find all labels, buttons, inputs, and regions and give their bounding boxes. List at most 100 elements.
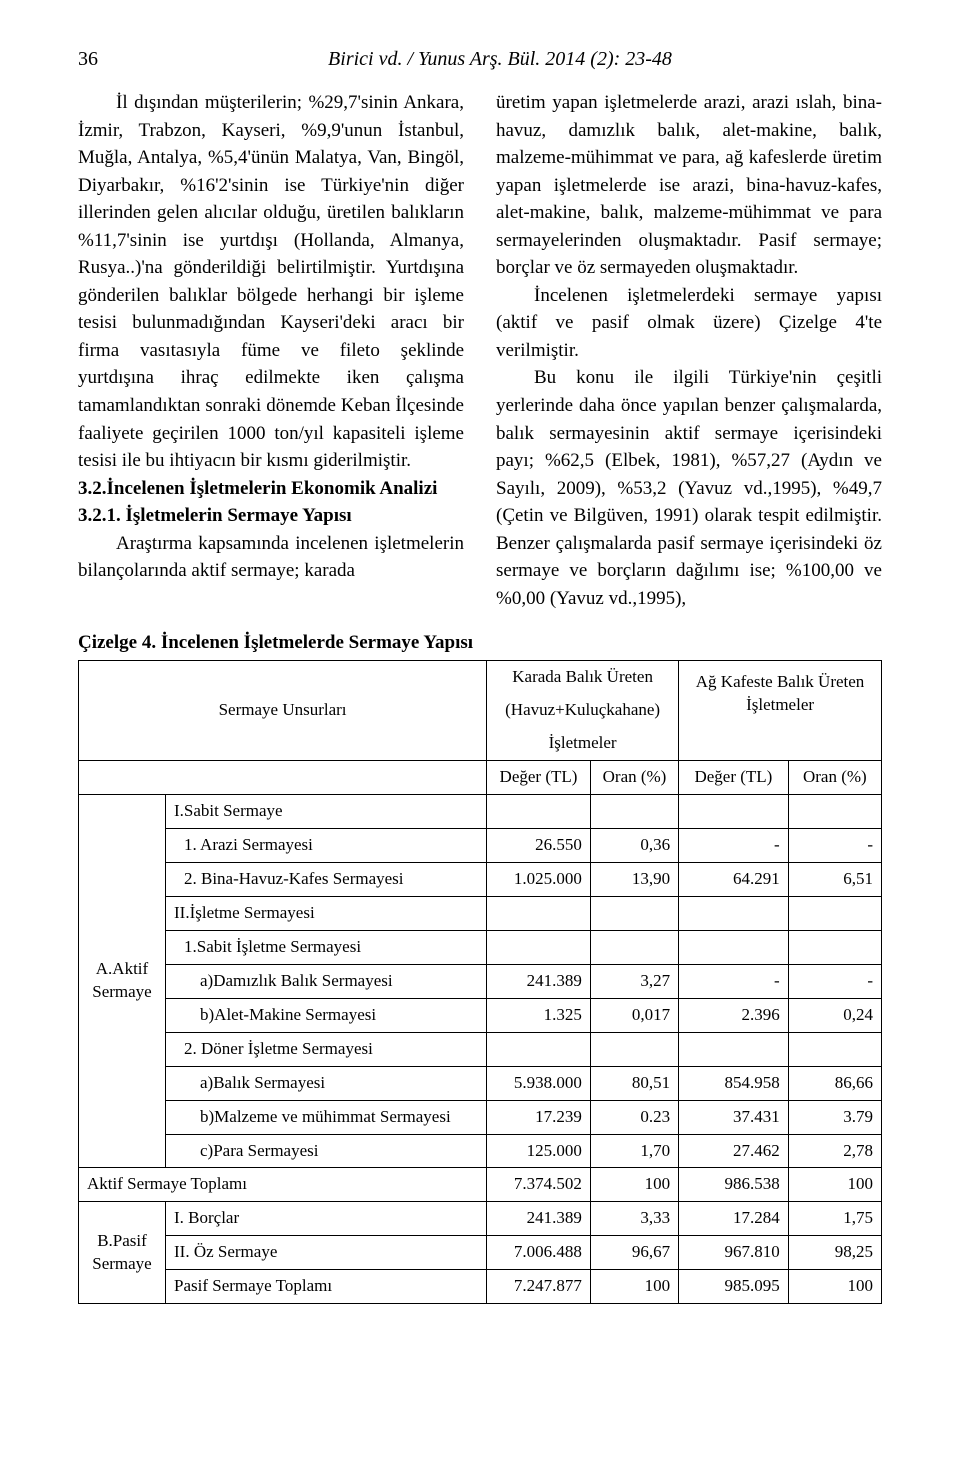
table-cell bbox=[788, 1032, 881, 1066]
table-cell bbox=[590, 896, 678, 930]
table-head: Sermaye Unsurları Karada Balık Üreten Ağ… bbox=[79, 661, 882, 795]
table-cell: b)Alet-Makine Sermayesi bbox=[166, 998, 487, 1032]
table-cell: 0,24 bbox=[788, 998, 881, 1032]
side-label-pasif: B.PasifSermaye bbox=[79, 1202, 166, 1304]
th-group2-spacer bbox=[679, 727, 882, 760]
table-row: B.PasifSermayeI. Borçlar241.3893,3317.28… bbox=[79, 1202, 882, 1236]
table-cell: 2. Bina-Havuz-Kafes Sermayesi bbox=[166, 863, 487, 897]
table-cell bbox=[487, 896, 591, 930]
th-group2-line1: Ağ Kafeste Balık Üreten bbox=[696, 672, 865, 691]
table-cell: 98,25 bbox=[788, 1236, 881, 1270]
table-cell: 3,33 bbox=[590, 1202, 678, 1236]
table-caption: Çizelge 4. İncelenen İşletmelerde Sermay… bbox=[78, 632, 882, 654]
table-cell: 0,36 bbox=[590, 829, 678, 863]
th-group1-mid: (Havuz+Kuluçkahane) bbox=[487, 694, 679, 727]
right-p3: Bu konu ile ilgili Türkiye'nin çeşitli y… bbox=[496, 364, 882, 612]
table-cell: 0,017 bbox=[590, 998, 678, 1032]
table-cell bbox=[788, 795, 881, 829]
table-cell: 6,51 bbox=[788, 863, 881, 897]
table-cell bbox=[590, 1032, 678, 1066]
table-cell: 7.374.502 bbox=[487, 1168, 591, 1202]
table-cell: 1.Sabit İşletme Sermayesi bbox=[166, 930, 487, 964]
table-cell: 125.000 bbox=[487, 1134, 591, 1168]
table-cell: 241.389 bbox=[487, 964, 591, 998]
th-group1-top: Karada Balık Üreten bbox=[487, 661, 679, 694]
table-row: 1.Sabit İşletme Sermayesi bbox=[79, 930, 882, 964]
two-column-body: İl dışından müşterilerin; %29,7'sinin An… bbox=[78, 89, 882, 612]
table-cell bbox=[679, 896, 789, 930]
left-p1: İl dışından müşterilerin; %29,7'sinin An… bbox=[78, 89, 464, 475]
table-cell: 27.462 bbox=[679, 1134, 789, 1168]
table-cell: 3,27 bbox=[590, 964, 678, 998]
table-body: A.AktifSermayeI.Sabit Sermaye1. Arazi Se… bbox=[79, 795, 882, 1304]
table-row: b)Alet-Makine Sermayesi1.3250,0172.3960,… bbox=[79, 998, 882, 1032]
right-p2: İncelenen işletmelerdeki sermaye yapısı … bbox=[496, 282, 882, 365]
table-row-total: Pasif Sermaye Toplamı7.247.877100985.095… bbox=[79, 1270, 882, 1304]
table-row: 2. Bina-Havuz-Kafes Sermayesi1.025.00013… bbox=[79, 863, 882, 897]
table-cell: 3.79 bbox=[788, 1100, 881, 1134]
table-cell bbox=[679, 795, 789, 829]
th-val2: Değer (TL) bbox=[679, 761, 789, 795]
table-cell: 1.325 bbox=[487, 998, 591, 1032]
table-cell: 26.550 bbox=[487, 829, 591, 863]
th-blank bbox=[79, 761, 487, 795]
table-cell: Pasif Sermaye Toplamı bbox=[166, 1270, 487, 1304]
table-cell: 17.239 bbox=[487, 1100, 591, 1134]
sermaye-table: Sermaye Unsurları Karada Balık Üreten Ağ… bbox=[78, 660, 882, 1304]
table-cell: 100 bbox=[788, 1270, 881, 1304]
table-cell: c)Para Sermayesi bbox=[166, 1134, 487, 1168]
table-cell: II. Öz Sermaye bbox=[166, 1236, 487, 1270]
table-cell: 2,78 bbox=[788, 1134, 881, 1168]
heading-3-2: 3.2.İncelenen İşletmelerin Ekonomik Anal… bbox=[78, 475, 464, 503]
table-row-total: Aktif Sermaye Toplamı7.374.502100986.538… bbox=[79, 1168, 882, 1202]
running-title: Birici vd. / Yunus Arş. Bül. 2014 (2): 2… bbox=[118, 48, 882, 71]
table-row: b)Malzeme ve mühimmat Sermayesi17.2390.2… bbox=[79, 1100, 882, 1134]
table-cell: a)Damızlık Balık Sermayesi bbox=[166, 964, 487, 998]
heading-3-2-1: 3.2.1. İşletmelerin Sermaye Yapısı bbox=[78, 502, 464, 530]
table-cell: 1.025.000 bbox=[487, 863, 591, 897]
th-val1: Değer (TL) bbox=[487, 761, 591, 795]
page-root: 36 Birici vd. / Yunus Arş. Bül. 2014 (2)… bbox=[0, 0, 960, 1344]
table-cell: I. Borçlar bbox=[166, 1202, 487, 1236]
table-cell: 13,90 bbox=[590, 863, 678, 897]
table-cell bbox=[487, 1032, 591, 1066]
table-cell: 1. Arazi Sermayesi bbox=[166, 829, 487, 863]
side-label-aktif: A.AktifSermaye bbox=[79, 795, 166, 1168]
th-pct1: Oran (%) bbox=[590, 761, 678, 795]
table-cell bbox=[487, 795, 591, 829]
table-cell: 80,51 bbox=[590, 1066, 678, 1100]
right-column: üretim yapan işletmelerde arazi, arazi ı… bbox=[496, 89, 882, 612]
table-cell: b)Malzeme ve mühimmat Sermayesi bbox=[166, 1100, 487, 1134]
table-cell: 100 bbox=[590, 1270, 678, 1304]
table-cell: 2. Döner İşletme Sermayesi bbox=[166, 1032, 487, 1066]
table-cell: 2.396 bbox=[679, 998, 789, 1032]
table-row: 2. Döner İşletme Sermayesi bbox=[79, 1032, 882, 1066]
table-cell: 17.284 bbox=[679, 1202, 789, 1236]
table-cell: 96,67 bbox=[590, 1236, 678, 1270]
table-row: 1. Arazi Sermayesi26.5500,36-- bbox=[79, 829, 882, 863]
table-cell: - bbox=[788, 829, 881, 863]
th-pct2: Oran (%) bbox=[788, 761, 881, 795]
table-cell: 985.095 bbox=[679, 1270, 789, 1304]
table-cell bbox=[679, 1032, 789, 1066]
table-cell: 241.389 bbox=[487, 1202, 591, 1236]
table-cell bbox=[788, 930, 881, 964]
table-cell: 854.958 bbox=[679, 1066, 789, 1100]
table-row: c)Para Sermayesi125.0001,7027.4622,78 bbox=[79, 1134, 882, 1168]
table-cell: 37.431 bbox=[679, 1100, 789, 1134]
th-row-label: Sermaye Unsurları bbox=[79, 661, 487, 761]
table-cell: I.Sabit Sermaye bbox=[166, 795, 487, 829]
table-cell bbox=[487, 930, 591, 964]
table-cell: 1,75 bbox=[788, 1202, 881, 1236]
table-cell: Aktif Sermaye Toplamı bbox=[79, 1168, 487, 1202]
table-cell bbox=[590, 795, 678, 829]
table-row: II.İşletme Sermayesi bbox=[79, 896, 882, 930]
table-cell: 1,70 bbox=[590, 1134, 678, 1168]
table-cell bbox=[788, 896, 881, 930]
th-group1-bot: İşletmeler bbox=[487, 727, 679, 760]
table-cell: - bbox=[788, 964, 881, 998]
table-cell: 7.247.877 bbox=[487, 1270, 591, 1304]
table-cell: 0.23 bbox=[590, 1100, 678, 1134]
left-column: İl dışından müşterilerin; %29,7'sinin An… bbox=[78, 89, 464, 612]
table-cell: II.İşletme Sermayesi bbox=[166, 896, 487, 930]
